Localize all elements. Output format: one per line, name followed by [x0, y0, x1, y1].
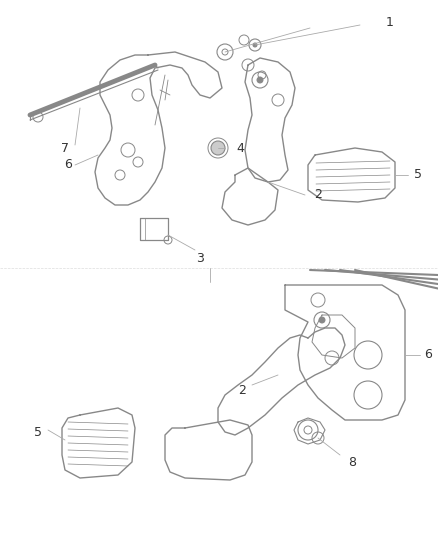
- Text: 5: 5: [34, 425, 42, 439]
- Text: 5: 5: [414, 168, 422, 182]
- Text: 1: 1: [386, 15, 394, 28]
- Text: 4: 4: [236, 141, 244, 155]
- Circle shape: [319, 317, 325, 323]
- Circle shape: [253, 43, 257, 47]
- Text: 2: 2: [238, 384, 246, 397]
- Text: 7: 7: [61, 141, 69, 155]
- Text: 6: 6: [64, 158, 72, 172]
- Circle shape: [211, 141, 225, 155]
- Circle shape: [257, 77, 263, 83]
- Text: 8: 8: [348, 456, 356, 469]
- Text: 3: 3: [196, 252, 204, 264]
- Text: 6: 6: [424, 349, 432, 361]
- Text: 2: 2: [314, 189, 322, 201]
